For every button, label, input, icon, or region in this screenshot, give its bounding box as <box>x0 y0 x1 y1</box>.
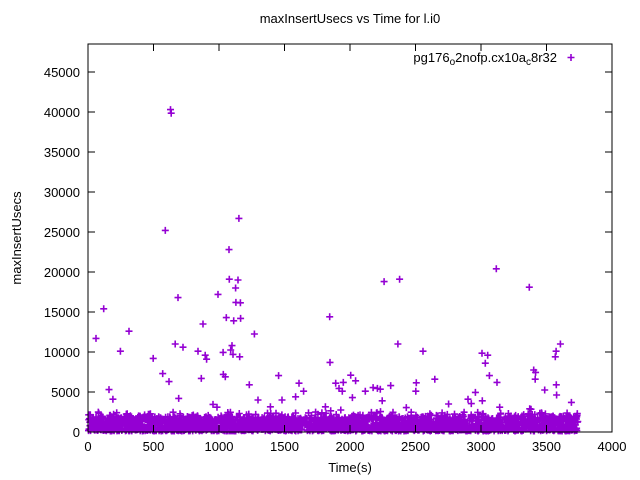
x-tick-label: 0 <box>84 439 91 454</box>
x-tick-labels: 0 500 1000 1500 2000 2500 3000 3500 4000 <box>84 439 626 454</box>
x-tick-label: 3000 <box>467 439 496 454</box>
x-tick-label: 2500 <box>401 439 430 454</box>
y-tick-label: 45000 <box>44 65 80 80</box>
y-tick-label: 10000 <box>44 345 80 360</box>
y-tick-label: 5000 <box>51 385 80 400</box>
y-tick-label: 0 <box>73 425 80 440</box>
axis-tick-marks <box>87 44 613 433</box>
y-tick-label: 25000 <box>44 225 80 240</box>
y-tick-label: 40000 <box>44 105 80 120</box>
legend-series-label: pg176o2nofp.cx10ac8r32 <box>413 50 557 68</box>
data-point-markers <box>92 106 575 420</box>
chart-title: maxInsertUsecs vs Time for l.i0 <box>260 11 441 26</box>
legend: pg176o2nofp.cx10ac8r32 <box>413 50 575 68</box>
y-axis-title: maxInsertUsecs <box>9 191 24 285</box>
x-tick-label: 500 <box>143 439 165 454</box>
legend-plus-marker-icon <box>567 54 575 61</box>
y-tick-label: 30000 <box>44 185 80 200</box>
x-tick-label: 3500 <box>532 439 561 454</box>
y-tick-labels: 0 5000 10000 15000 20000 25000 30000 35000 40000… <box>44 65 80 440</box>
y-tick-label: 35000 <box>44 145 80 160</box>
x-tick-label: 2000 <box>336 439 365 454</box>
x-axis-title: Time(s) <box>328 460 372 475</box>
y-tick-label: 15000 <box>44 305 80 320</box>
x-tick-label: 4000 <box>598 439 627 454</box>
x-tick-label: 1500 <box>270 439 299 454</box>
baseline-band-markers <box>85 408 582 435</box>
x-tick-label: 1000 <box>205 439 234 454</box>
y-tick-label: 20000 <box>44 265 80 280</box>
